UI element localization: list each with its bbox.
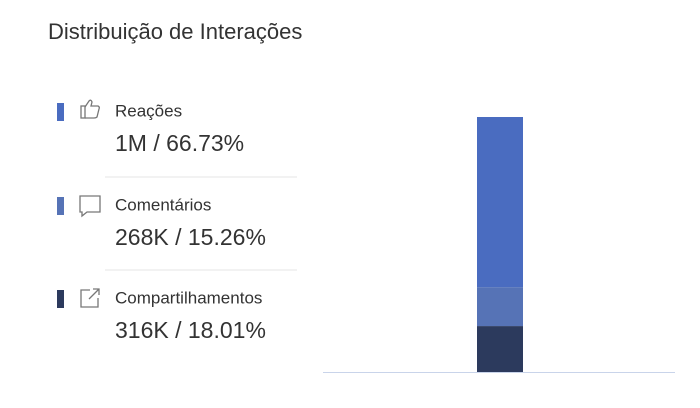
legend-label: Comentários	[115, 195, 211, 214]
bar-segment	[477, 287, 523, 327]
chart-title: Distribuição de Interações	[48, 19, 302, 44]
legend-swatch	[57, 197, 64, 215]
legend-label: Compartilhamentos	[115, 288, 262, 307]
legend-swatch	[57, 103, 64, 121]
bar-segment	[477, 326, 523, 372]
icon-share	[80, 288, 100, 308]
value-label: 316K / 18.01%	[115, 317, 266, 343]
legend-swatch	[57, 290, 64, 308]
icon-like	[80, 99, 100, 119]
bar-segment	[477, 117, 523, 288]
value-label: 268K / 15.26%	[115, 224, 266, 250]
value-label: 1M / 66.73%	[115, 130, 244, 156]
icon-comment	[79, 195, 101, 218]
legend-label: Reações	[115, 101, 182, 120]
